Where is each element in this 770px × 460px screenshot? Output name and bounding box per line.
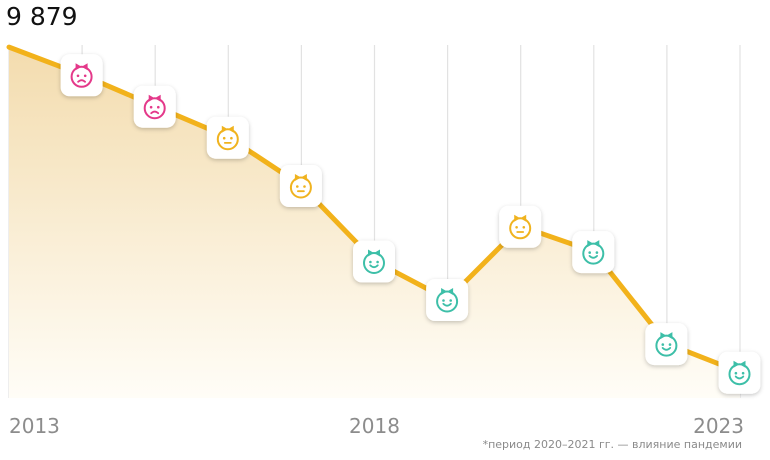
- area-fill: [9, 47, 740, 398]
- data-point-happy-icon: [426, 279, 469, 321]
- data-point-neutral-icon: [206, 116, 249, 159]
- data-point-happy-icon: [572, 231, 615, 274]
- x-tick-label: 2013: [9, 414, 60, 438]
- data-point-sad-icon: [133, 85, 176, 128]
- footnote: *период 2020–2021 гг. — влияние пандемии: [482, 438, 742, 451]
- markers: [60, 54, 761, 394]
- x-tick-label: 2023: [693, 414, 744, 438]
- x-axis-ticks: 2013 2018 2023: [9, 414, 744, 438]
- first-value-label: 9 879: [6, 2, 78, 31]
- data-point-neutral-icon: [279, 165, 322, 207]
- x-tick-label: 2018: [349, 414, 400, 438]
- data-point-happy-icon: [645, 323, 688, 366]
- data-point-happy-icon: [718, 351, 761, 394]
- data-point-happy-icon: [353, 240, 395, 283]
- data-point-sad-icon: [60, 54, 103, 97]
- data-point-neutral-icon: [499, 205, 542, 248]
